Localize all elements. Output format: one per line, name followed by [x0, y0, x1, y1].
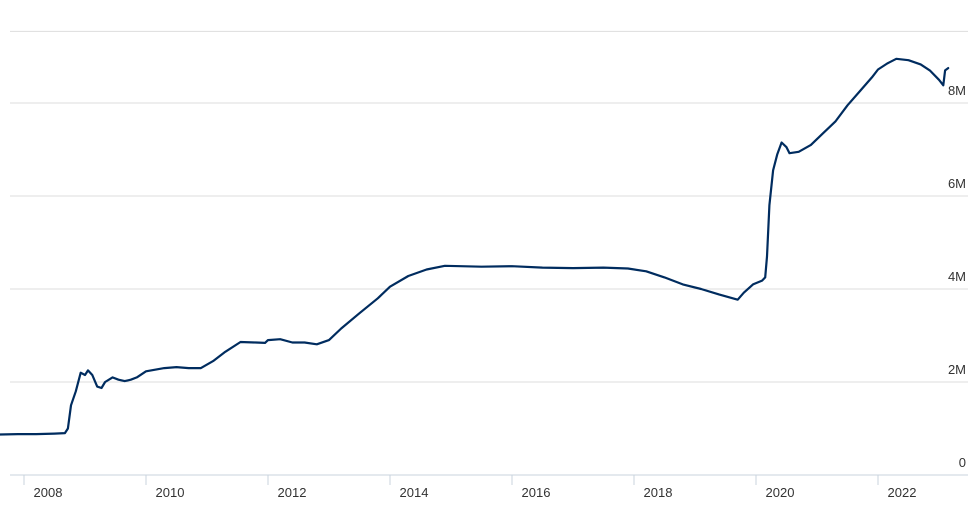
- y-tick-labels: 0 2M 4M 6M 8M: [948, 83, 966, 470]
- x-tick-marks: [23, 475, 879, 485]
- y-tick-label-4M: 4M: [948, 269, 966, 284]
- x-tick-label-2010: 2010: [156, 485, 185, 500]
- y-tick-label-8M: 8M: [948, 83, 966, 98]
- y-tick-label-0: 0: [959, 455, 966, 470]
- series-line: [0, 57, 950, 436]
- x-tick-label-2008: 2008: [34, 485, 63, 500]
- x-tick-label-2012: 2012: [278, 485, 307, 500]
- x-tick-label-2020: 2020: [766, 485, 795, 500]
- y-tick-label-2M: 2M: [948, 362, 966, 377]
- x-tick-labels: 2008 2010 2012 2014 2016 2018 2020 2022: [34, 485, 917, 500]
- y-grid-lines: [10, 30, 968, 383]
- y-tick-label-6M: 6M: [948, 176, 966, 191]
- x-tick-label-2016: 2016: [522, 485, 551, 500]
- x-tick-label-2014: 2014: [400, 485, 429, 500]
- x-tick-label-2022: 2022: [888, 485, 917, 500]
- x-tick-label-2018: 2018: [644, 485, 673, 500]
